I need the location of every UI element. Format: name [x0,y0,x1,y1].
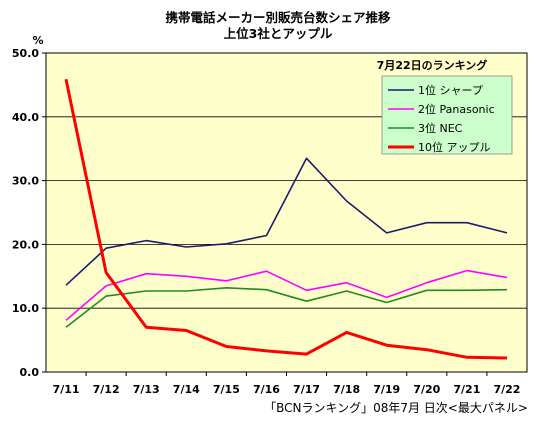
legend-box [381,75,513,155]
series-line-2 [65,269,508,321]
x-axis-ticks: 7/11 7/12 7/13 7/14 7/15 7/16 7/17 7/18 7/19 7/20… [53,372,520,396]
y-axis-ticks: 0.0 10.0 20.0 30.0 40.0 50.0 [12,47,46,379]
x-tick-label: 7/19 [373,383,400,396]
series-line-3 [65,286,508,328]
x-tick-label: 7/14 [173,383,200,396]
x-tick-label: 7/22 [493,383,520,396]
chart-footer-source: 「BCNランキング」08年7月 日次<最大パネル> [264,401,528,415]
x-tick-label: 7/15 [213,383,240,396]
legend-entry-label: 1位 シャープ [418,83,483,97]
legend-title: 7月22日のランキング [377,58,488,72]
legend-entry-label: 10位 アップル [418,140,491,154]
x-tick-label: 7/21 [453,383,480,396]
plot-border [45,52,528,373]
y-tick-label: 30.0 [12,175,39,188]
y-tick-label: 0.0 [20,366,40,379]
legend-entry-label: 3位 NEC [418,121,463,135]
series-line-4 [64,78,508,360]
x-tick-label: 7/16 [253,383,280,396]
x-tick-label: 7/18 [333,383,360,396]
chart-subtitle: 上位3社とアップル [224,26,333,41]
y-tick-label: 40.0 [12,111,39,124]
x-tick-label: 7/20 [413,383,440,396]
y-axis-unit-label: % [32,34,43,47]
y-tick-label: 10.0 [12,302,39,315]
x-tick-label: 7/17 [293,383,320,396]
x-tick-label: 7/11 [53,383,80,396]
legend-entry-label: 2位 Panasonic [418,102,495,116]
legend-items: 1位 シャープ 2位 Panasonic 3位 NEC 10位 アップル [388,83,495,154]
series-line-1 [65,157,508,286]
legend: 7月22日のランキング 1位 シャープ 2位 Panasonic 3位 NEC 10位… [377,58,513,155]
x-tick-label: 7/13 [133,383,160,396]
y-tick-label: 20.0 [12,238,39,251]
series-lines [64,78,508,360]
y-tick-label: 50.0 [12,47,39,60]
x-tick-label: 7/12 [93,383,120,396]
chart-title: 携帯電話メーカー別販売台数シェア推移 [165,10,391,25]
